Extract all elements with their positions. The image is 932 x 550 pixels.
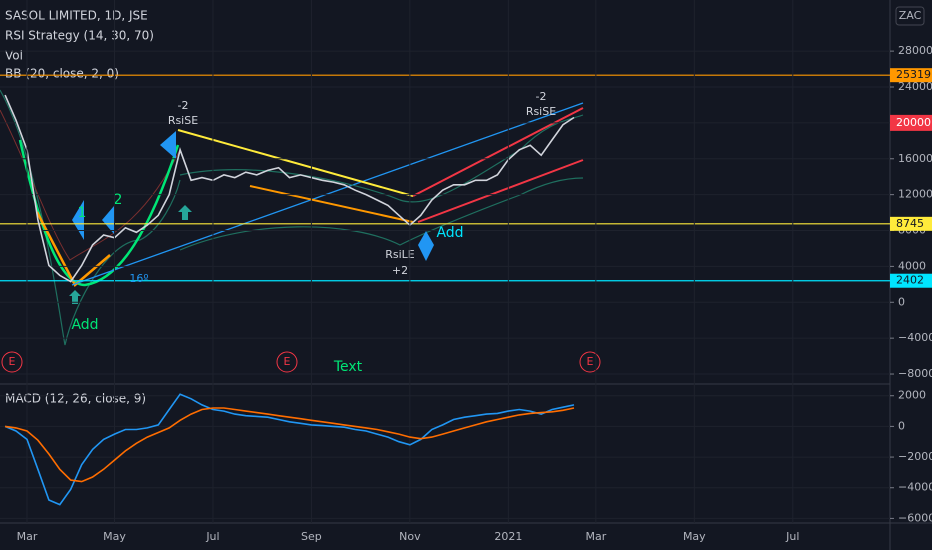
price-label: 25319 xyxy=(896,68,931,81)
last-price-label: 20000 xyxy=(896,116,931,129)
y-tick-label: −4000 xyxy=(898,331,932,344)
event-marker xyxy=(1,351,23,373)
y-tick-label: 0 xyxy=(898,419,905,432)
indicator-title: MACD (12, 26, close, 9) xyxy=(5,392,146,406)
x-tick-label: Sep xyxy=(301,530,322,543)
x-tick-label: Jul xyxy=(785,530,799,543)
annotation: +2 xyxy=(392,264,408,277)
annotation: -2 xyxy=(178,99,189,112)
last-price-bg xyxy=(890,114,932,131)
currency: ZAC xyxy=(899,9,922,22)
price-label-bg xyxy=(890,216,932,231)
chart-title: SASOL LIMITED, 1D, JSE xyxy=(5,9,148,23)
price-label-bg xyxy=(890,68,932,83)
x-tick-label: Mar xyxy=(585,530,606,543)
x-tick-label: Nov xyxy=(399,530,421,543)
currency-badge[interactable] xyxy=(895,6,925,26)
indicator: RSI Strategy (14, 30, 70) xyxy=(5,29,154,43)
annotation: -2 xyxy=(536,90,547,103)
series-line xyxy=(4,407,575,483)
annotation: 2 xyxy=(114,192,123,208)
y-tick-label: 24000 xyxy=(898,80,932,93)
annotation: RsiSE xyxy=(526,105,556,118)
y-tick-label: −4000 xyxy=(898,481,932,494)
annotation: E xyxy=(284,355,291,368)
x-tick-label: May xyxy=(103,530,126,543)
x-tick-label: 2021 xyxy=(494,530,522,543)
annotation: E xyxy=(9,355,16,368)
y-tick-label: −2000 xyxy=(898,450,932,463)
y-tick-label: 0 xyxy=(898,295,905,308)
price-label-bg xyxy=(890,273,932,288)
x-tick-label: May xyxy=(683,530,706,543)
series-line xyxy=(4,94,575,283)
event-marker xyxy=(579,351,601,373)
annotation: E xyxy=(587,355,594,368)
price-label: 2402 xyxy=(896,274,924,287)
event-marker xyxy=(276,351,298,373)
annotation: RsiLE xyxy=(385,248,415,261)
y-tick-label: 12000 xyxy=(898,188,932,201)
drawings xyxy=(0,89,584,346)
y-tick-label: −8000 xyxy=(898,367,932,380)
y-tick-label: 28000 xyxy=(898,44,932,57)
indicator: BB (20, close, 2, 0) xyxy=(5,67,119,81)
price-label: 8745 xyxy=(896,217,924,230)
indicator: Vol xyxy=(5,49,23,63)
x-tick-label: Mar xyxy=(17,530,38,543)
y-tick-label: 4000 xyxy=(898,259,926,272)
annotation: 16º xyxy=(129,272,148,285)
annotation: 1 xyxy=(78,205,87,221)
annotation: RsiSE xyxy=(168,114,198,127)
y-tick-label: −6000 xyxy=(898,511,932,524)
series-line xyxy=(4,393,575,506)
y-tick-label: 2000 xyxy=(898,389,926,402)
annotation: Add xyxy=(436,225,463,241)
x-tick-label: Jul xyxy=(205,530,219,543)
y-tick-label: 16000 xyxy=(898,152,932,165)
annotation: Text xyxy=(333,359,363,375)
annotation: Add xyxy=(71,317,98,333)
